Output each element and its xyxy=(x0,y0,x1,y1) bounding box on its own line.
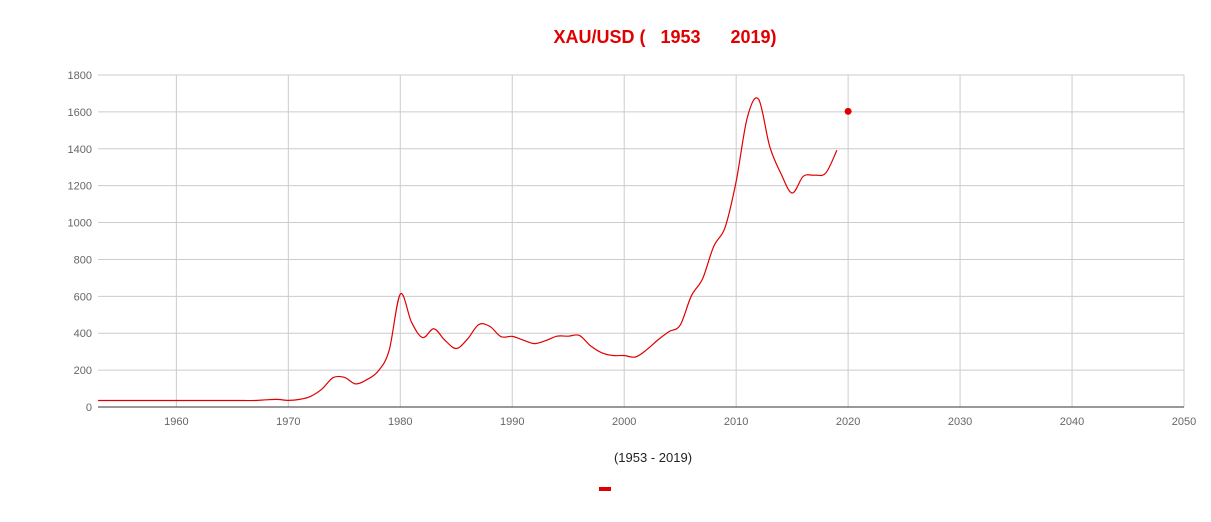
y-tick-label: 200 xyxy=(74,365,92,377)
chart-title: XAU/USD ( 1953 2019) xyxy=(553,27,777,47)
y-tick-label: 1200 xyxy=(68,181,92,193)
y-tick-label: 1600 xyxy=(68,107,92,119)
x-tick-label: 2020 xyxy=(836,416,860,428)
x-tick-label: 1990 xyxy=(500,416,524,428)
x-tick-label: 2030 xyxy=(948,416,972,428)
x-tick-label: 2050 xyxy=(1172,416,1196,428)
x-tick-label: 1980 xyxy=(388,416,412,428)
y-tick-label: 400 xyxy=(74,328,92,340)
y-tick-label: 1400 xyxy=(68,144,92,156)
y-tick-label: 800 xyxy=(74,254,92,266)
y-tick-label: 0 xyxy=(86,402,92,414)
series-layer xyxy=(97,97,852,402)
x-axis-label: (1953 - 2019) xyxy=(613,450,693,465)
grid-lines xyxy=(98,74,1185,408)
y-tick-label: 1800 xyxy=(68,70,92,82)
x-tick-label: 2040 xyxy=(1060,416,1084,428)
legend-swatch xyxy=(599,487,611,491)
chart-plot: 0 200 400 600 800 1000 1200 1400 1600 1800 1960 197… xyxy=(68,70,1197,428)
x-tick-label: 2000 xyxy=(612,416,636,428)
x-tick-label: 1970 xyxy=(276,416,300,428)
y-tick-label: 1000 xyxy=(68,218,92,230)
y-tick-label: 600 xyxy=(74,291,92,303)
data-point xyxy=(844,107,852,115)
tick-labels: 0 200 400 600 800 1000 1200 1400 1600 1800 1960 197… xyxy=(68,70,1197,428)
series-line xyxy=(97,97,838,402)
x-tick-label: 2010 xyxy=(724,416,748,428)
x-tick-label: 1960 xyxy=(164,416,188,428)
